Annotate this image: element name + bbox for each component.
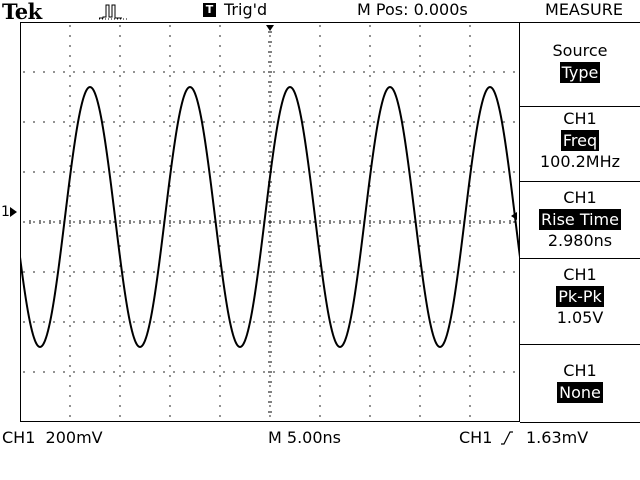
trigger-level-marker (511, 212, 517, 220)
menu-separator (520, 106, 640, 107)
menu-separator (520, 22, 640, 23)
menu-item-line2: Pk-Pk (556, 286, 604, 307)
menu-item-line1: CH1 (563, 265, 597, 284)
rising-edge-icon (501, 431, 513, 445)
menu-item-line1: CH1 (563, 188, 597, 207)
menu-item-ch1-freq[interactable]: CH1 Freq 100.2MHz (520, 108, 640, 173)
horizontal-position: M Pos: 0.000s (357, 0, 468, 19)
ch1-marker: 1 (1, 204, 18, 220)
ch1-marker-label: 1 (1, 204, 10, 220)
trigger-level: 1.63mV (526, 428, 589, 447)
ch1-vertical-scale: CH1 200mV (2, 428, 103, 447)
ch1-marker-arrow-icon (9, 207, 17, 217)
menu-separator (520, 344, 640, 345)
menu-item-ch1-none[interactable]: CH1 None (520, 360, 640, 403)
graticule (20, 22, 515, 417)
menu-item-line3: 1.05V (556, 308, 604, 327)
menu-item-source-type[interactable]: Source Type (520, 40, 640, 83)
menu-separator (520, 422, 640, 423)
menu-separator (520, 258, 640, 259)
menu-item-ch1-rise-time[interactable]: CH1 Rise Time 2.980ns (520, 187, 640, 252)
menu-item-line1: CH1 (563, 109, 597, 128)
menu-item-line1: CH1 (563, 361, 597, 380)
ch1-trace (20, 85, 520, 349)
trigger-source: CH1 (459, 428, 493, 447)
brand-logo: Tek (2, 0, 42, 24)
screen-border (20, 22, 520, 422)
trigger-status: Trig'd (224, 0, 268, 19)
menu-item-line2: Type (559, 62, 601, 83)
time-scale: M 5.00ns (268, 428, 341, 447)
menu-item-line1: Source (552, 41, 608, 60)
waveform-display (20, 22, 520, 422)
trigger-position-marker (266, 25, 274, 31)
menu-separator (520, 181, 640, 182)
trigger-box-icon: T (203, 3, 216, 17)
measure-menu: Source Type CH1 Freq 100.2MHz CH1 Rise T… (520, 22, 640, 430)
pulse-run-icon (99, 4, 129, 20)
menu-item-line2: None (557, 382, 603, 403)
bottom-status-bar: CH1 200mV M 5.00ns CH1 1.63mV (0, 428, 640, 450)
menu-item-line3: 100.2MHz (539, 152, 621, 171)
menu-item-line2: Freq (560, 130, 600, 151)
menu-item-ch1-pk-pk[interactable]: CH1 Pk-Pk 1.05V (520, 264, 640, 329)
menu-item-line2: Rise Time (539, 209, 621, 230)
menu-item-line3: 2.980ns (547, 231, 613, 250)
menu-title: MEASURE (545, 0, 623, 19)
status-bar: Tek T Trig'd M Pos: 0.000s MEASURE (0, 0, 640, 24)
